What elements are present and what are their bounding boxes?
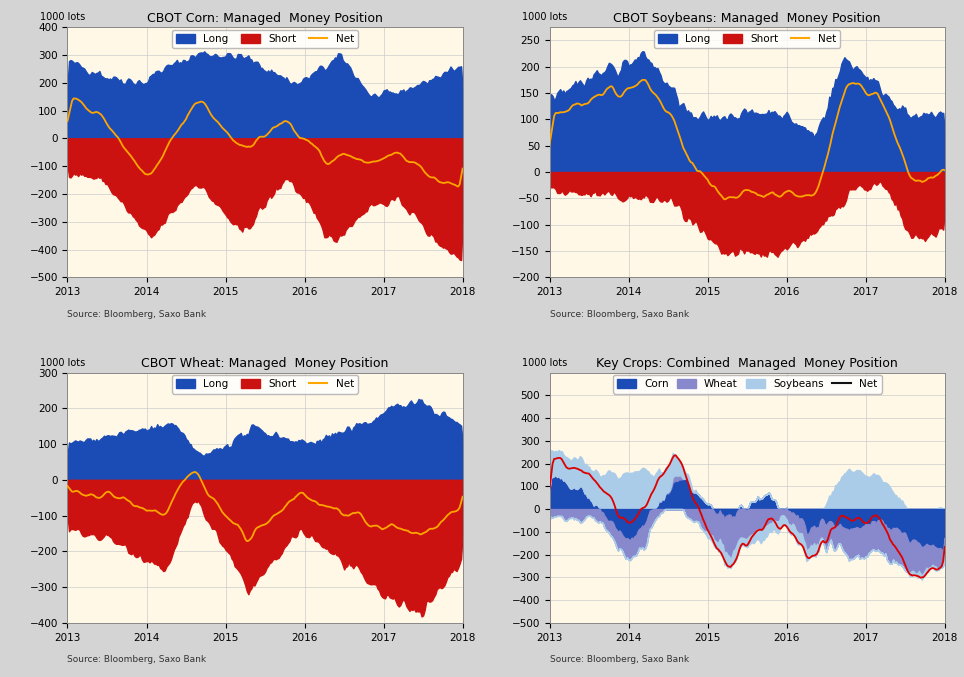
Legend: Corn, Wheat, Soybeans, Net: Corn, Wheat, Soybeans, Net bbox=[613, 375, 882, 393]
Legend: Long, Short, Net: Long, Short, Net bbox=[172, 375, 359, 393]
Text: 1000 lots: 1000 lots bbox=[40, 12, 85, 22]
Text: Source: Bloomberg, Saxo Bank: Source: Bloomberg, Saxo Bank bbox=[549, 310, 688, 319]
Title: CBOT Wheat: Managed  Money Position: CBOT Wheat: Managed Money Position bbox=[142, 357, 388, 370]
Text: 1000 lots: 1000 lots bbox=[40, 357, 85, 368]
Text: Source: Bloomberg, Saxo Bank: Source: Bloomberg, Saxo Bank bbox=[67, 655, 206, 664]
Legend: Long, Short, Net: Long, Short, Net bbox=[654, 30, 841, 48]
Text: Source: Bloomberg, Saxo Bank: Source: Bloomberg, Saxo Bank bbox=[549, 655, 688, 664]
Text: Source: Bloomberg, Saxo Bank: Source: Bloomberg, Saxo Bank bbox=[67, 310, 206, 319]
Title: CBOT Corn: Managed  Money Position: CBOT Corn: Managed Money Position bbox=[147, 12, 383, 24]
Text: 1000 lots: 1000 lots bbox=[522, 12, 567, 22]
Title: CBOT Soybeans: Managed  Money Position: CBOT Soybeans: Managed Money Position bbox=[613, 12, 881, 24]
Text: 1000 lots: 1000 lots bbox=[522, 357, 567, 368]
Legend: Long, Short, Net: Long, Short, Net bbox=[172, 30, 359, 48]
Title: Key Crops: Combined  Managed  Money Position: Key Crops: Combined Managed Money Positi… bbox=[597, 357, 898, 370]
